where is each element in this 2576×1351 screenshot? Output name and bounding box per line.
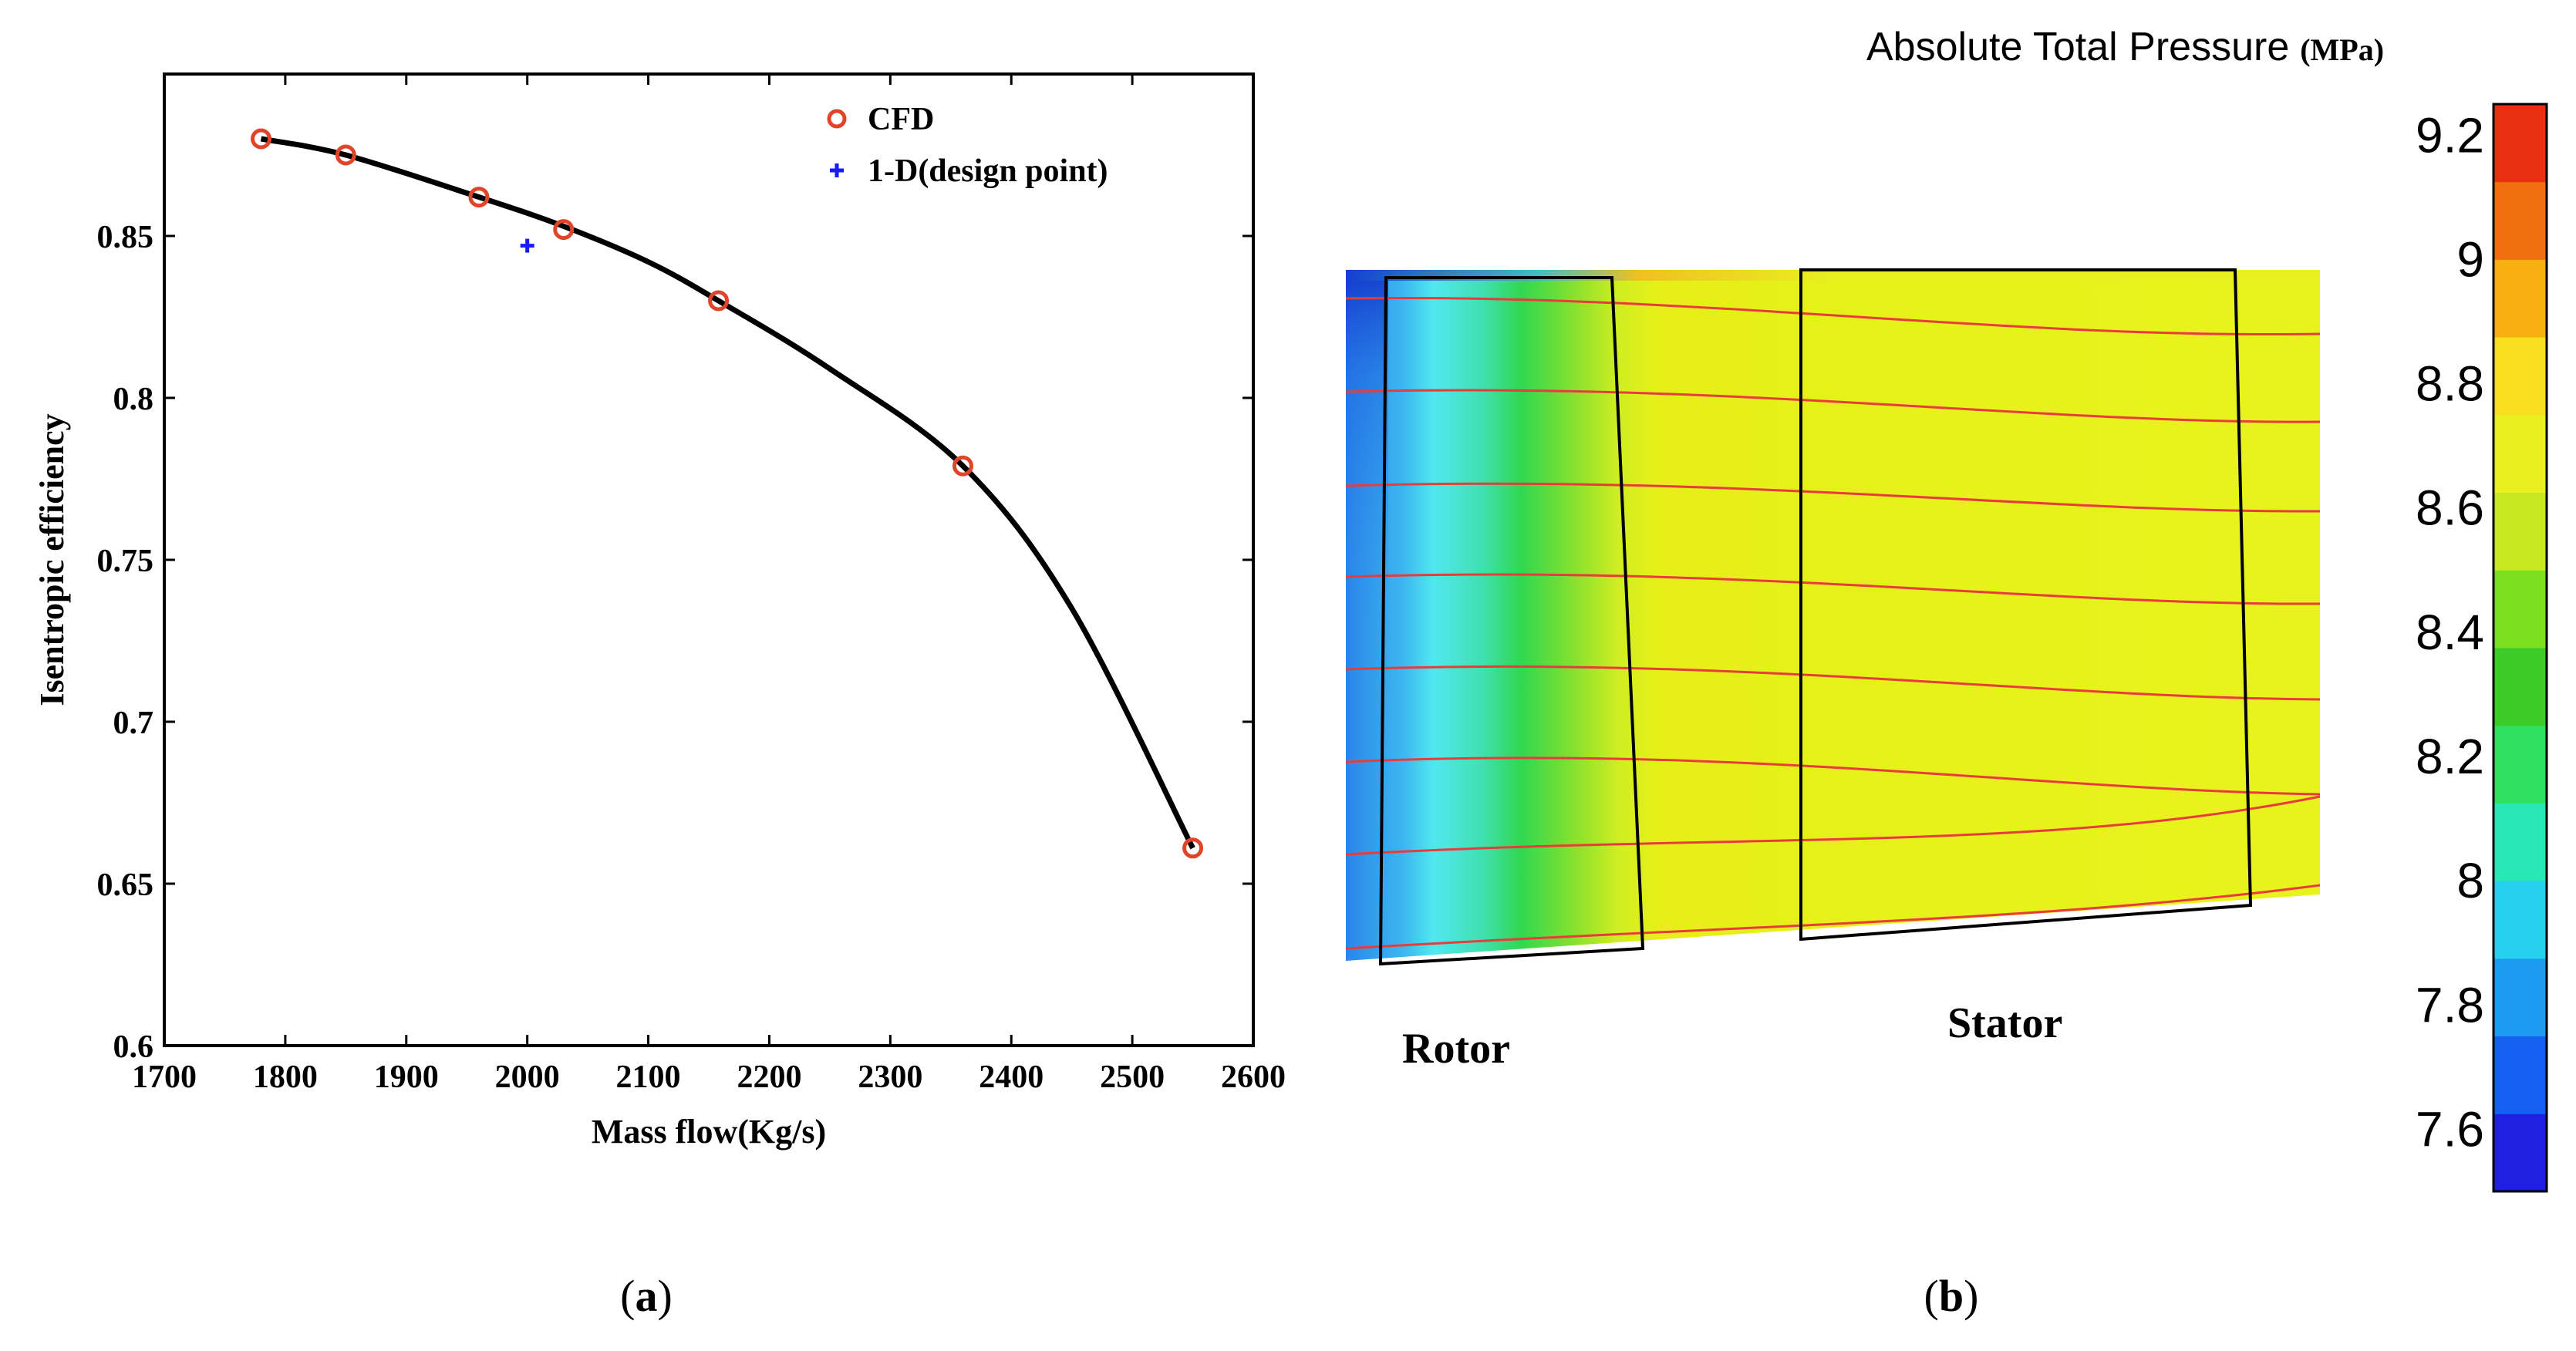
colorbar-swatch <box>2493 1113 2547 1192</box>
legend-1d-label: 1-D(design point) <box>868 153 1108 189</box>
y-tick-label: 0.85 <box>97 220 154 255</box>
cfd-point <box>335 144 356 166</box>
pressure-field-inlet-shade <box>1346 275 1388 961</box>
x-axis-label: Mass flow(Kg/s) <box>592 1113 826 1151</box>
legend-1d-marker <box>830 163 844 177</box>
colorbar-swatch <box>2493 104 2547 183</box>
colorbar-swatch <box>2493 1036 2547 1114</box>
colorbar-ticks: 9.2 9 8.8 8.6 8.4 8.2 8 7.8 7.6 <box>2416 107 2484 1157</box>
colorbar-tick-label: 8.8 <box>2416 356 2484 412</box>
fit-curve <box>260 136 1195 850</box>
x-tick-label: 2000 <box>495 1060 560 1095</box>
caption-a: (a) <box>620 1271 673 1321</box>
x-tick-label: 1800 <box>253 1060 318 1095</box>
colorbar-swatch <box>2493 337 2547 416</box>
caption-b: (b) <box>1924 1271 1979 1321</box>
legend-cfd-label: CFD <box>868 102 934 137</box>
pressure-field <box>1346 270 2320 961</box>
colorbar-swatch <box>2493 181 2547 260</box>
x-tick-label: 2100 <box>616 1060 681 1095</box>
plot-frame <box>163 72 1255 1047</box>
cfd-point <box>952 455 973 477</box>
panel-a-chart: 1700 1800 1900 2000 2100 2200 2300 2400 2500 2600… <box>33 72 1286 1151</box>
colorbar-frame <box>2492 103 2548 1193</box>
x-tick-label: 2200 <box>737 1060 801 1095</box>
x-tick-label: 2400 <box>979 1060 1044 1095</box>
rotor-outline <box>1378 276 1645 966</box>
colorbar-swatch <box>2493 881 2547 959</box>
x-tick-label: 1700 <box>132 1060 197 1095</box>
colorbar-tick-label: 7.6 <box>2416 1101 2484 1157</box>
data-markers <box>251 128 1204 859</box>
y-tick-label: 0.7 <box>113 706 154 741</box>
cfd-point <box>553 219 575 241</box>
colorbar-tick-label: 8.2 <box>2416 729 2484 784</box>
y-tick-label: 0.8 <box>113 382 154 417</box>
colorbar-tick-label: 8.6 <box>2416 480 2484 536</box>
cfd-point <box>1182 837 1204 859</box>
colorbar-unit: (MPa) <box>2300 32 2384 67</box>
stator-outline <box>1799 268 2253 942</box>
legend: CFD 1-D(design point) <box>827 102 1108 189</box>
rotor-label: Rotor <box>1402 1025 1510 1073</box>
streamlines <box>1345 296 2321 950</box>
y-axis-ticks: 0.6 0.65 0.7 0.75 0.8 0.85 <box>97 220 1253 1065</box>
x-tick-label: 2300 <box>858 1060 922 1095</box>
colorbar-tick-label: 9 <box>2456 231 2484 287</box>
colorbar-title-text: Absolute Total Pressure <box>1866 25 2289 69</box>
colorbar-title: Absolute Total Pressure (MPa) <box>1866 25 2384 69</box>
x-axis-ticks: 1700 1800 1900 2000 2100 2200 2300 2400 2500 2600 <box>132 74 1286 1095</box>
y-tick-label: 0.6 <box>113 1029 154 1065</box>
colorbar-swatch <box>2493 259 2547 338</box>
colorbar-tick-label: 8 <box>2456 853 2484 908</box>
colorbar: Absolute Total Pressure (MPa) 9.2 9 8.8 8.6 8… <box>1866 25 2548 1193</box>
colorbar-swatch <box>2493 725 2547 804</box>
stator-label: Stator <box>1947 999 2062 1047</box>
colorbar-swatch <box>2493 414 2547 494</box>
colorbar-swatch <box>2493 570 2547 649</box>
colorbar-swatch <box>2493 803 2547 881</box>
colorbar-swatches <box>2493 104 2547 1192</box>
caption-a-letter: a <box>636 1271 658 1321</box>
x-tick-label: 2500 <box>1100 1060 1165 1095</box>
colorbar-swatch <box>2493 958 2547 1037</box>
cfd-point <box>468 187 490 208</box>
colorbar-tick-label: 7.8 <box>2416 977 2484 1033</box>
y-tick-label: 0.75 <box>97 544 154 579</box>
caption-b-letter: b <box>1939 1271 1964 1321</box>
x-tick-label: 1900 <box>374 1060 439 1095</box>
colorbar-swatch <box>2493 492 2547 571</box>
x-tick-label: 2600 <box>1221 1060 1286 1095</box>
colorbar-tick-label: 9.2 <box>2416 107 2484 163</box>
cfd-point <box>708 290 730 312</box>
y-tick-label: 0.65 <box>97 868 154 903</box>
panel-b-contour: Rotor Stator <box>1345 268 2321 1073</box>
legend-cfd-marker <box>827 109 847 129</box>
cfd-point <box>251 128 272 150</box>
design-point-marker <box>520 238 534 253</box>
colorbar-swatch <box>2493 648 2547 726</box>
y-axis-label: Isentropic efficiency <box>33 413 71 706</box>
colorbar-tick-label: 8.4 <box>2416 605 2484 660</box>
